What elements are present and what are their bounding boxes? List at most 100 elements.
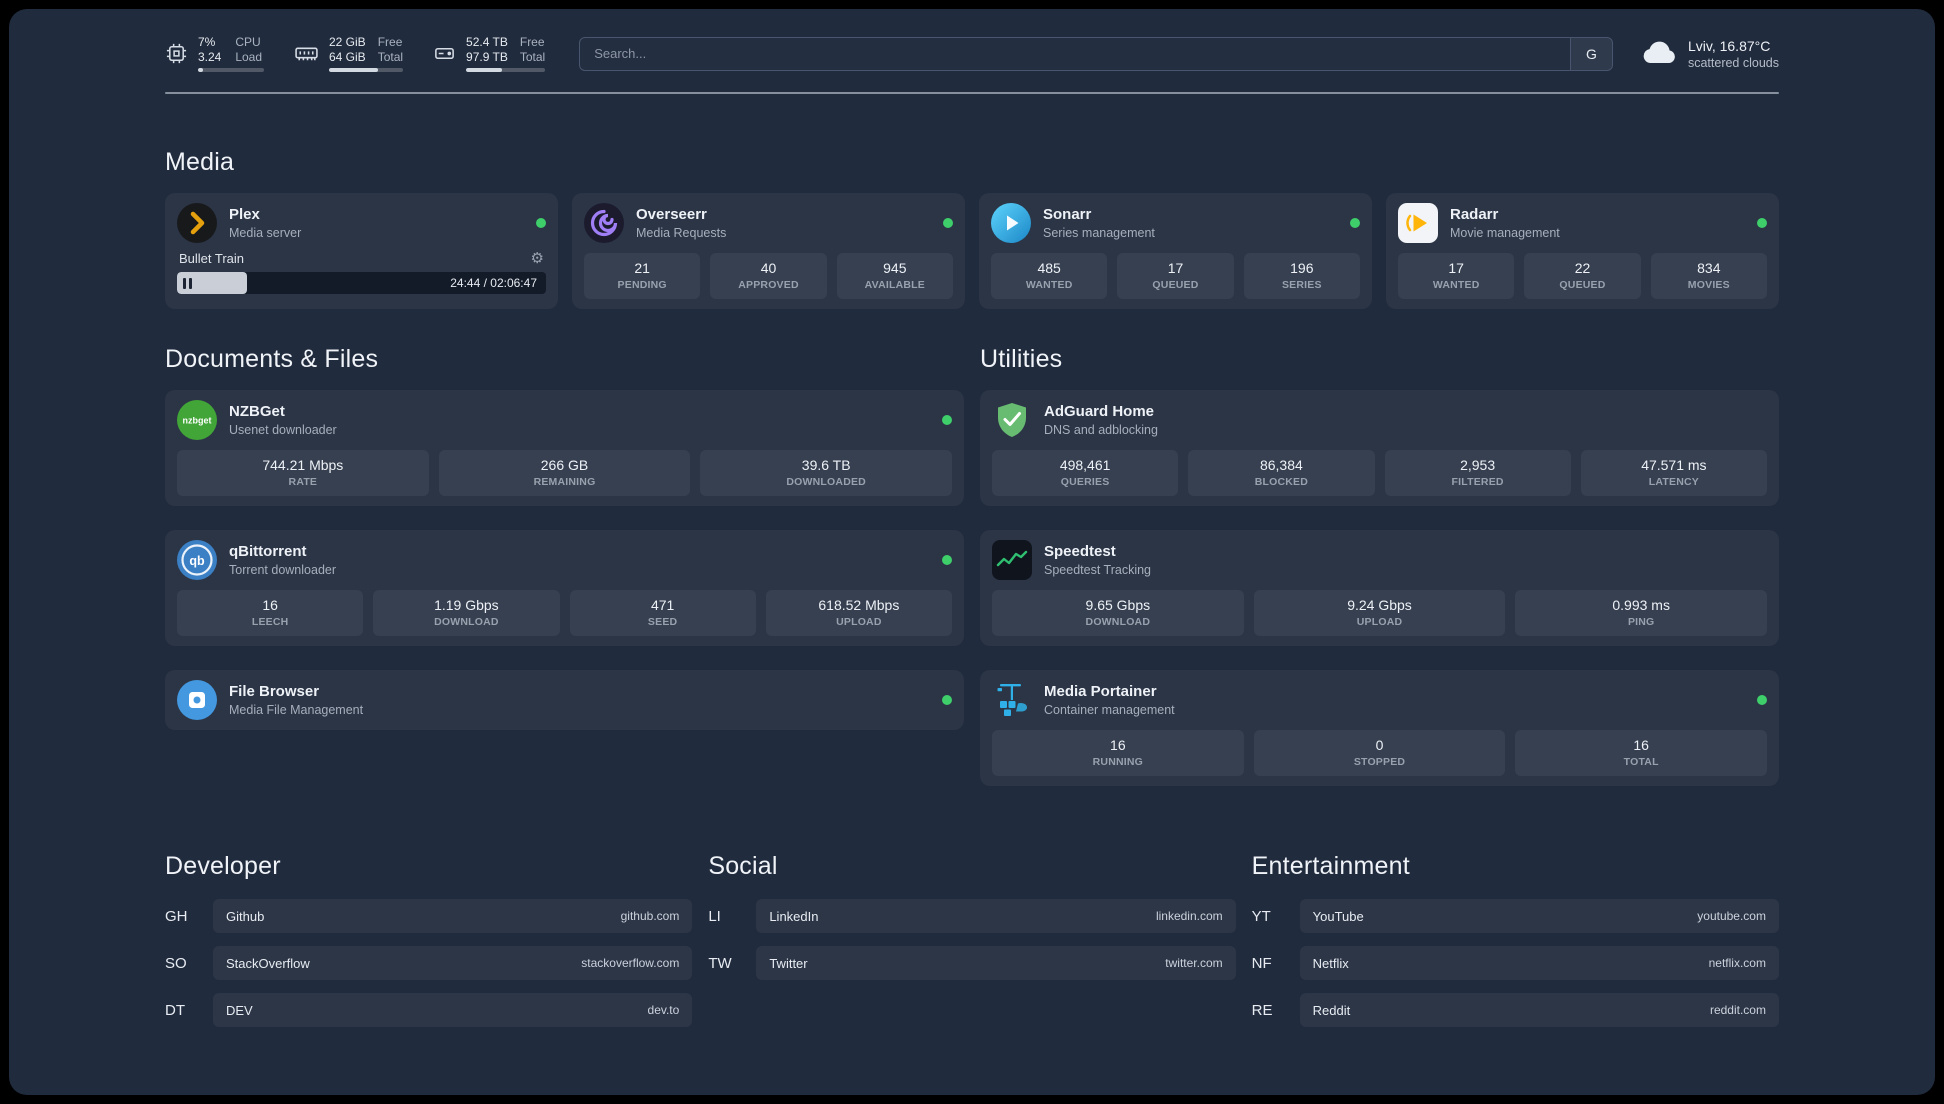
app-subtitle: Media File Management — [229, 702, 364, 717]
cloud-icon — [1641, 38, 1677, 69]
stat-label: DOWNLOAD — [434, 616, 499, 628]
stat-label: AVAILABLE — [864, 279, 925, 291]
topbar: 7% CPU 3.24 Load 22 GiB Free 64 GiB Total 52.4 T… — [165, 9, 1779, 72]
stat-value: 47.571 ms — [1641, 457, 1707, 473]
stat-total: 16 TOTAL — [1515, 730, 1768, 776]
bookmark-name: Twitter — [769, 955, 808, 971]
pause-button[interactable] — [183, 277, 192, 289]
stat-value: 9.65 Gbps — [1085, 597, 1151, 613]
stat-label: PENDING — [617, 279, 667, 291]
bookmark-group-social: Social LI LinkedIn linkedin.com TW Twitter twi… — [708, 852, 1236, 1040]
app-subtitle: Media Requests — [636, 225, 727, 240]
app-card-adguard[interactable]: AdGuard Home DNS and adblocking 498,461 QUE… — [980, 390, 1779, 506]
stat-ping: 0.993 ms PING — [1515, 590, 1768, 636]
bookmark-group-developer: Developer GH Github github.com SO StackOverfl… — [165, 852, 693, 1040]
app-card-nzbget[interactable]: nzbget NZBGet Usenet downloader 744.21 Mbps… — [165, 390, 964, 506]
app-name: NZBGet — [229, 402, 285, 420]
stat-value: 2,953 — [1460, 457, 1496, 473]
app-card-speedtest[interactable]: Speedtest Speedtest Tracking 9.65 Gbps DOWN… — [980, 530, 1779, 646]
monitor-ram: 22 GiB Free 64 GiB Total — [294, 35, 404, 72]
app-card-plex[interactable]: Plex Media server Bullet Train ⚙ 24:44 / 02:… — [165, 193, 558, 309]
stat-value: 744.21 Mbps — [262, 457, 344, 473]
bookmark-link[interactable]: StackOverflow stackoverflow.com — [213, 946, 693, 980]
status-indicator — [942, 695, 952, 705]
bookmark-columns: Developer GH Github github.com SO StackOverfl… — [165, 852, 1779, 1040]
documents-card-list: nzbget NZBGet Usenet downloader 744.21 Mbps… — [165, 390, 964, 730]
bookmark-abbr: LI — [708, 907, 721, 925]
disk-icon — [433, 42, 456, 65]
stat-label: QUERIES — [1060, 476, 1110, 488]
app-subtitle: Speedtest Tracking — [1044, 562, 1152, 577]
middle-columns: Documents & Files nzbget NZBGet Usenet dow… — [165, 345, 1779, 786]
stat-value: 1.19 Gbps — [434, 597, 499, 613]
bookmark-abbr: SO — [165, 954, 187, 972]
bookmark-name: Netflix — [1312, 955, 1349, 971]
bookmark-url: twitter.com — [1165, 956, 1223, 970]
settings-gear-icon[interactable]: ⚙ — [530, 250, 544, 267]
bookmark-abbr: NF — [1251, 954, 1272, 972]
bookmark-url: reddit.com — [1709, 1003, 1766, 1017]
bookmark-row: NF Netflix netflix.com — [1252, 946, 1779, 980]
bookmark-link[interactable]: Twitter twitter.com — [756, 946, 1236, 980]
stat-label: SERIES — [1281, 279, 1322, 291]
adguard-icon — [992, 400, 1032, 440]
bookmark-link[interactable]: Netflix netflix.com — [1299, 946, 1779, 980]
stat-download: 9.65 Gbps DOWNLOAD — [992, 590, 1244, 636]
app-card-filebrowser[interactable]: File Browser Media File Management — [165, 670, 964, 730]
app-subtitle: Media server — [229, 225, 302, 240]
bookmark-link[interactable]: YouTube youtube.com — [1299, 899, 1779, 933]
search-engine-label: G — [1586, 45, 1597, 62]
stat-queries: 498,461 QUERIES — [992, 450, 1179, 496]
stat-leech: 16 LEECH — [177, 590, 364, 636]
app-card-radarr[interactable]: Radarr Movie management 17 WANTED 22 QUEUED 83… — [1386, 193, 1779, 309]
monitor-progress-bar — [466, 68, 546, 72]
section-title-media: Media — [165, 148, 235, 176]
app-name: Radarr — [1450, 205, 1499, 223]
section-title-social: Social — [708, 852, 778, 880]
bookmark-row: TW Twitter twitter.com — [708, 946, 1236, 980]
stat-download: 1.19 Gbps DOWNLOAD — [373, 590, 560, 636]
search-engine-button[interactable]: G — [1569, 37, 1612, 70]
sonarr-icon — [991, 203, 1031, 243]
bookmark-name: Github — [226, 908, 265, 924]
playback-progress-bar[interactable]: 24:44 / 02:06:47 — [177, 272, 546, 294]
app-card-portainer[interactable]: Media Portainer Container management 16 RUN… — [980, 670, 1779, 786]
bookmark-abbr: RE — [1251, 1001, 1273, 1019]
bookmark-link[interactable]: Reddit reddit.com — [1299, 993, 1779, 1027]
search-bar[interactable]: G — [579, 36, 1613, 71]
stat-wanted: 17 WANTED — [1398, 253, 1515, 299]
stat-value: 39.6 TB — [801, 457, 851, 473]
portainer-icon — [992, 680, 1032, 720]
bookmark-link[interactable]: LinkedIn linkedin.com — [756, 899, 1236, 933]
stat-label: STOPPED — [1353, 756, 1406, 768]
weather-location: Lviv, 16.87°C — [1687, 37, 1771, 54]
monitor-label: Load — [235, 50, 263, 64]
stat-label: MOVIES — [1687, 279, 1730, 291]
stat-value: 0 — [1375, 737, 1384, 753]
status-indicator — [1757, 218, 1767, 228]
app-card-overseerr[interactable]: Overseerr Media Requests 21 PENDING 40 APPROV… — [572, 193, 965, 309]
app-card-sonarr[interactable]: Sonarr Series management 485 WANTED 17 QUEUED… — [979, 193, 1372, 309]
app-card-qbittorrent[interactable]: qb qBittorrent Torrent downloader 16 LEECH 1.… — [165, 530, 964, 646]
stat-label: REMAINING — [533, 476, 596, 488]
search-input[interactable] — [580, 37, 1570, 70]
stat-value: 86,384 — [1259, 457, 1303, 473]
monitor-label: Total — [519, 50, 546, 64]
bookmark-url: youtube.com — [1697, 909, 1766, 923]
app-name: Sonarr — [1043, 205, 1092, 223]
bookmark-link[interactable]: Github github.com — [213, 899, 693, 933]
stat-upload: 618.52 Mbps UPLOAD — [765, 590, 952, 636]
bookmark-group-entertainment: Entertainment YT YouTube youtube.com NF Netfl… — [1252, 852, 1779, 1040]
app-name: File Browser — [229, 682, 320, 700]
radarr-icon — [1398, 203, 1438, 243]
bookmark-abbr: TW — [708, 954, 732, 972]
monitor-label: Total — [377, 50, 404, 64]
filebrowser-icon — [177, 680, 217, 720]
bookmark-url: netflix.com — [1708, 956, 1766, 970]
stat-label: FILTERED — [1451, 476, 1504, 488]
monitor-value: 3.24 — [198, 50, 222, 64]
monitor-value: 97.9 TB — [466, 50, 508, 64]
app-name: Media Portainer — [1044, 682, 1157, 700]
bookmark-link[interactable]: DEV dev.to — [213, 993, 693, 1027]
utilities-card-list: AdGuard Home DNS and adblocking 498,461 QUE… — [980, 390, 1779, 786]
